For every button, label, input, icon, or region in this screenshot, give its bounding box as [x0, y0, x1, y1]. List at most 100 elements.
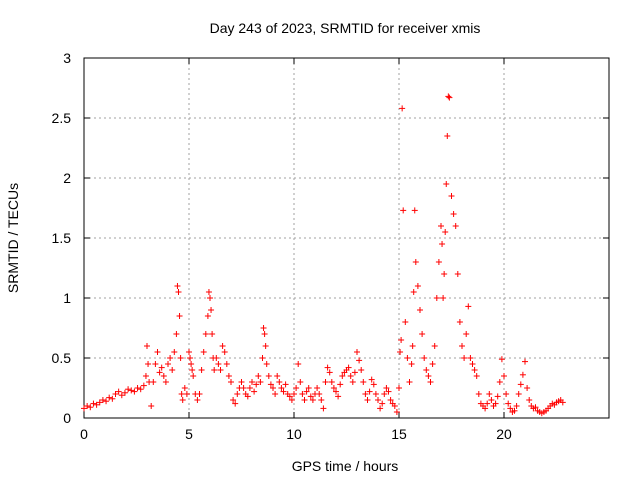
data-point	[84, 403, 91, 409]
data-point	[330, 385, 337, 391]
data-point	[322, 379, 329, 385]
data-point	[411, 207, 418, 214]
data-point	[324, 364, 331, 371]
data-point	[362, 391, 369, 397]
data-point	[93, 401, 100, 408]
data-point	[175, 289, 182, 295]
data-point	[251, 388, 258, 395]
data-point	[381, 391, 388, 397]
data-point	[253, 381, 260, 388]
data-point	[349, 379, 356, 385]
data-point	[366, 388, 373, 395]
data-point	[223, 361, 230, 367]
data-point	[299, 391, 306, 397]
data-point	[232, 400, 239, 407]
data-point	[234, 391, 241, 397]
data-point	[134, 385, 141, 391]
data-point	[519, 371, 526, 378]
data-point	[358, 367, 365, 373]
data-point	[354, 349, 360, 355]
data-point	[204, 313, 211, 319]
data-point	[410, 289, 417, 295]
data-point	[207, 295, 213, 301]
x-tick-label: 5	[185, 426, 193, 442]
data-point	[131, 388, 138, 395]
data-point	[246, 385, 253, 391]
data-point	[103, 398, 110, 405]
data-point	[174, 283, 181, 289]
data-point	[391, 403, 398, 409]
data-point	[443, 181, 450, 187]
data-point	[435, 259, 442, 265]
data-point	[121, 389, 128, 396]
data-point	[190, 373, 197, 379]
data-point	[259, 355, 266, 361]
data-point	[291, 391, 297, 397]
data-point	[267, 381, 274, 388]
data-point	[515, 391, 522, 397]
data-point	[230, 397, 237, 403]
data-point	[337, 381, 344, 388]
data-point	[106, 394, 113, 401]
data-point	[397, 349, 404, 355]
data-point	[505, 400, 512, 407]
grid-lines	[84, 58, 609, 418]
axis-ticks: 0 5 10 15 20 0 0.5 1 1.5 2 2.5 3	[52, 50, 609, 442]
data-point	[494, 393, 501, 400]
data-point	[421, 355, 428, 361]
data-point	[165, 361, 171, 367]
data-point	[202, 331, 209, 337]
data-point	[503, 391, 510, 397]
y-axis-label: SRMTID / TECUs	[5, 183, 21, 293]
data-point	[339, 373, 346, 379]
data-point	[272, 391, 279, 397]
data-point	[467, 355, 474, 361]
data-point	[99, 397, 106, 403]
data-point	[187, 355, 194, 361]
data-point	[360, 379, 367, 385]
data-point	[484, 400, 491, 407]
data-point	[385, 388, 392, 395]
data-point	[208, 307, 215, 313]
data-point	[183, 391, 190, 397]
data-point	[140, 382, 147, 389]
data-point	[109, 395, 116, 402]
data-point	[293, 385, 300, 391]
data-point	[406, 379, 413, 385]
data-point	[461, 355, 468, 361]
y-tick-label: 2.5	[52, 110, 72, 126]
y-tick-label: 3	[63, 50, 71, 66]
data-point	[532, 404, 539, 411]
data-point	[148, 403, 155, 409]
data-point	[431, 343, 438, 349]
data-point	[196, 391, 203, 397]
data-point	[425, 373, 432, 379]
data-point	[333, 388, 339, 395]
data-point	[414, 283, 421, 289]
data-point	[137, 386, 144, 393]
data-point	[377, 405, 384, 412]
data-point	[511, 407, 518, 414]
data-point	[128, 387, 135, 394]
data-point	[347, 373, 354, 379]
data-point	[517, 381, 524, 388]
data-point	[167, 355, 174, 361]
data-point	[501, 373, 507, 379]
data-point	[244, 393, 251, 400]
data-point	[262, 343, 269, 349]
data-point	[396, 385, 402, 391]
data-point	[314, 385, 321, 391]
data-point	[144, 343, 150, 349]
data-point	[96, 399, 103, 406]
data-point	[225, 373, 232, 379]
data-point	[368, 376, 375, 383]
y-tick-label: 1	[63, 290, 71, 306]
data-point	[198, 367, 205, 373]
data-point	[326, 369, 333, 376]
x-tick-label: 20	[496, 426, 512, 442]
data-point	[328, 379, 335, 385]
data-point	[439, 241, 446, 247]
data-point	[213, 355, 220, 361]
data-point	[301, 397, 308, 403]
data-point	[496, 379, 503, 385]
